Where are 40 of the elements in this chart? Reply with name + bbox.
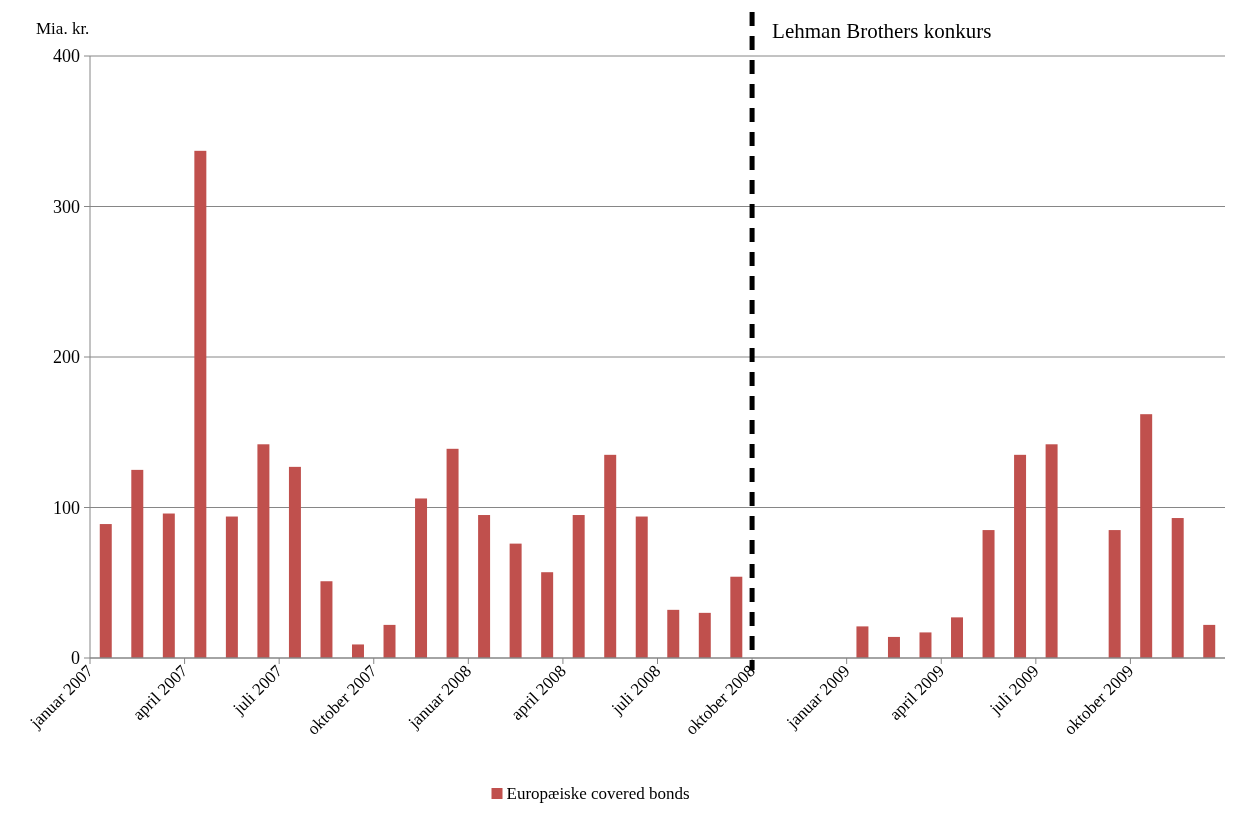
bar xyxy=(541,572,554,658)
bar xyxy=(99,524,112,658)
bar xyxy=(1108,530,1121,658)
bar xyxy=(856,626,869,658)
bar xyxy=(919,632,932,658)
y-axis-title: Mia. kr. xyxy=(36,19,90,38)
bar xyxy=(194,150,207,658)
bar xyxy=(1171,518,1184,658)
bar xyxy=(1203,624,1216,658)
bar xyxy=(982,530,995,658)
bar xyxy=(1014,454,1027,658)
bar xyxy=(572,515,585,658)
bar xyxy=(730,576,743,658)
bar xyxy=(635,516,648,658)
legend-label: Europæiske covered bonds xyxy=(506,784,690,803)
bar xyxy=(1140,414,1153,658)
bar xyxy=(446,448,459,658)
y-tick-label: 200 xyxy=(53,347,80,368)
bar xyxy=(667,609,680,658)
bar xyxy=(604,454,617,658)
ref-line-label: Lehman Brothers konkurs xyxy=(772,19,992,43)
bar xyxy=(698,612,711,658)
bar xyxy=(887,636,900,658)
bar xyxy=(1045,444,1058,658)
bar xyxy=(320,581,333,658)
bar xyxy=(415,498,428,658)
bar xyxy=(509,543,522,658)
bar xyxy=(288,466,301,658)
y-tick-label: 0 xyxy=(71,648,80,669)
y-tick-label: 100 xyxy=(53,497,80,518)
bar xyxy=(383,624,396,658)
bar xyxy=(951,617,963,658)
bar xyxy=(225,516,238,658)
bar xyxy=(162,513,175,658)
bar xyxy=(131,469,144,658)
bar xyxy=(257,444,270,658)
bar xyxy=(478,515,491,658)
bar xyxy=(352,644,364,658)
y-tick-label: 300 xyxy=(53,196,80,217)
y-tick-label: 400 xyxy=(53,46,80,67)
